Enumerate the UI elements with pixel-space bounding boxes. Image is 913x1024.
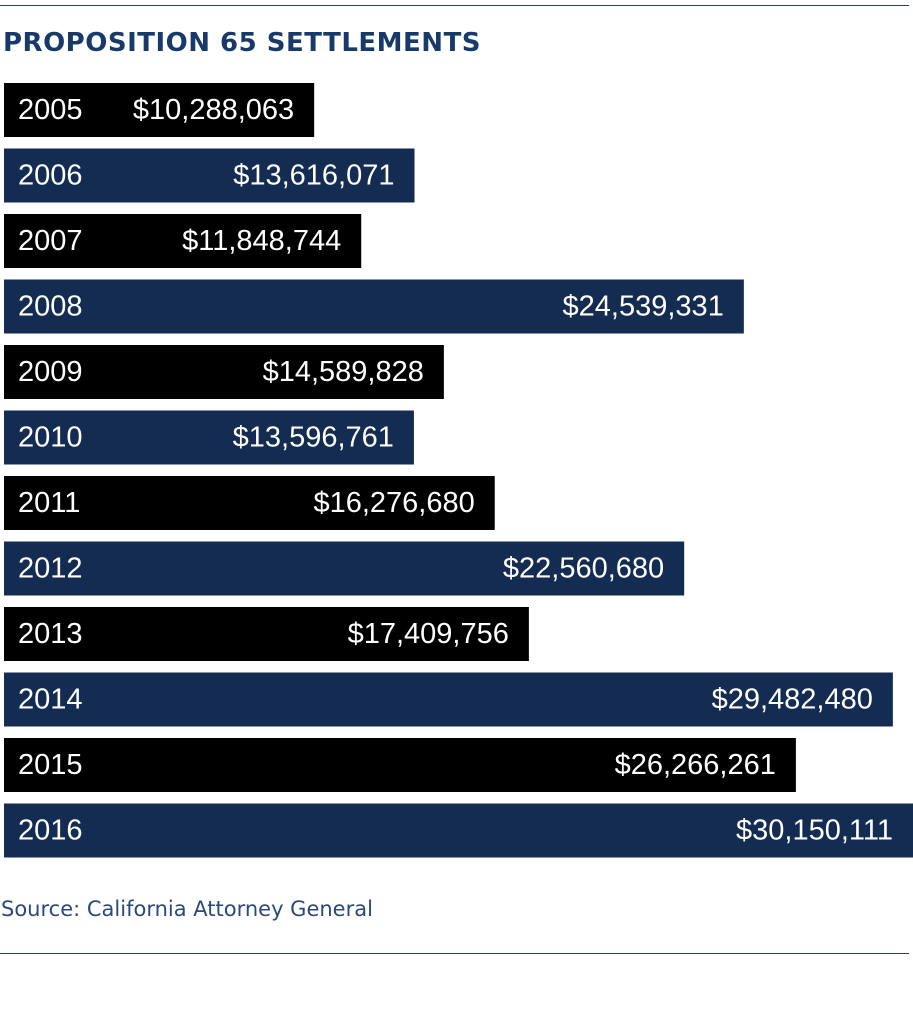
bar-category-label: 2010 (18, 422, 83, 454)
top-rule (0, 5, 909, 6)
bar-category-label: 2014 (18, 684, 83, 716)
bar-2012 (4, 541, 685, 596)
bar-value-label: $17,409,756 (348, 618, 509, 650)
bar-category-label: 2016 (18, 815, 83, 847)
bottom-rule (0, 953, 909, 954)
bar-category-label: 2009 (18, 356, 83, 388)
bar-group-2016: 2016 $30,150,111 (4, 803, 913, 858)
chart-title: PROPOSITION 65 SETTLEMENTS (3, 28, 482, 58)
bar-value-label: $24,539,331 (563, 291, 724, 323)
bar-group-2007: 2007 $11,848,744 (4, 214, 362, 268)
bar-group-2015: 2015 $26,266,261 (4, 738, 796, 792)
bar-category-label: 2011 (18, 487, 80, 519)
bar-value-label: $13,616,071 (233, 160, 394, 192)
bar-category-label: 2005 (18, 94, 83, 126)
bar-2007 (4, 214, 362, 268)
bar-value-label: $26,266,261 (615, 749, 776, 781)
bar-2016 (4, 803, 913, 858)
bar-2006 (4, 148, 415, 203)
bar-group-2005: 2005 $10,288,063 (4, 83, 315, 137)
bar-category-label: 2006 (18, 160, 83, 192)
bar-group-2013: 2013 $17,409,756 (4, 607, 529, 661)
bar-group-2009: 2009 $14,589,828 (4, 345, 444, 399)
bar-2005 (4, 83, 315, 137)
bar-value-label: $30,150,111 (736, 815, 893, 847)
bar-value-label: $29,482,480 (712, 684, 873, 716)
source-note: Source: California Attorney General (1, 897, 373, 921)
bar-category-label: 2012 (18, 553, 83, 585)
bar-group-2006: 2006 $13,616,071 (4, 148, 415, 203)
bar-category-label: 2008 (18, 291, 83, 323)
bar-2011 (4, 476, 495, 530)
bar-group-2008: 2008 $24,539,331 (4, 279, 744, 334)
bar-2013 (4, 607, 529, 661)
bar-group-2011: 2011 $16,276,680 (4, 476, 495, 530)
bar-value-label: $22,560,680 (503, 553, 664, 585)
bar-2010 (4, 410, 414, 465)
bar-2014 (4, 672, 893, 727)
bar-value-label: $10,288,063 (133, 94, 294, 126)
bar-2015 (4, 738, 796, 792)
bar-category-label: 2013 (18, 618, 83, 650)
bar-category-label: 2007 (18, 225, 83, 257)
bar-value-label: $14,589,828 (263, 356, 424, 388)
bar-2008 (4, 279, 744, 334)
bar-group-2010: 2010 $13,596,761 (4, 410, 414, 465)
bar-group-2014: 2014 $29,482,480 (4, 672, 893, 727)
bar-value-label: $13,596,761 (233, 422, 394, 454)
bar-group-2012: 2012 $22,560,680 (4, 541, 685, 596)
bar-value-label: $16,276,680 (313, 487, 474, 519)
bar-value-label: $11,848,744 (182, 225, 341, 257)
bar-category-label: 2015 (18, 749, 83, 781)
bar-2009 (4, 345, 444, 399)
